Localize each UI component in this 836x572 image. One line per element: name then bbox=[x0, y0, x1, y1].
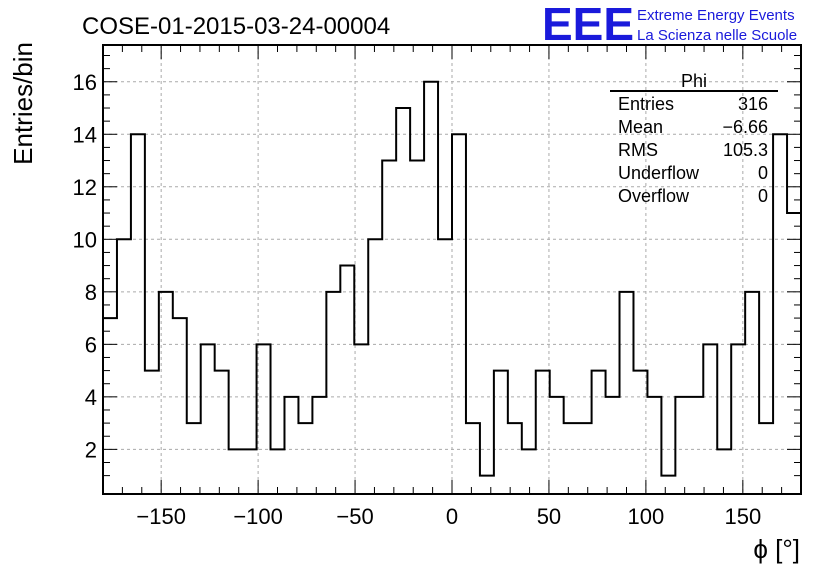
stats-label-underflow: Underflow bbox=[618, 163, 700, 183]
y-tick-label: 6 bbox=[85, 332, 97, 357]
x-tick-label: 100 bbox=[628, 504, 665, 529]
grid-lines bbox=[103, 45, 801, 494]
stats-label-entries: Entries bbox=[618, 94, 674, 114]
y-tick-label: 4 bbox=[85, 385, 97, 410]
y-tick-label: 14 bbox=[73, 122, 97, 147]
x-tick-label: 50 bbox=[537, 504, 561, 529]
chart-title: COSE-01-2015-03-24-00004 bbox=[82, 13, 390, 40]
y-axis: 2 4 6 8 10 12 14 16 bbox=[73, 55, 801, 477]
x-tick-label: 150 bbox=[724, 504, 761, 529]
x-tick-label: −50 bbox=[336, 504, 373, 529]
logo-line-2: La Scienza nelle Scuole bbox=[637, 27, 797, 44]
stats-label-mean: Mean bbox=[618, 117, 663, 137]
x-axis: −150 −100 −50 0 50 100 150 bbox=[102, 45, 802, 529]
y-axis-title: Entries/bin bbox=[8, 42, 38, 165]
y-tick-label: 8 bbox=[85, 280, 97, 305]
stats-value-rms: 105.3 bbox=[723, 140, 768, 160]
eee-logo: EEE Extreme Energy Events La Scienza nel… bbox=[542, 0, 797, 50]
stats-box: Phi Entries 316 Mean −6.66 RMS 105.3 Und… bbox=[610, 71, 778, 206]
logo-line-1: Extreme Energy Events bbox=[637, 7, 795, 24]
stats-value-underflow: 0 bbox=[758, 163, 768, 183]
y-tick-label: 16 bbox=[73, 70, 97, 95]
x-axis-title: ϕ [°] bbox=[753, 534, 800, 564]
stats-value-overflow: 0 bbox=[758, 186, 768, 206]
y-tick-label: 2 bbox=[85, 437, 97, 462]
x-tick-label: −100 bbox=[233, 504, 283, 529]
stats-label-rms: RMS bbox=[618, 140, 658, 160]
x-tick-label: 0 bbox=[446, 504, 458, 529]
stats-title: Phi bbox=[681, 71, 707, 91]
y-tick-label: 12 bbox=[73, 175, 97, 200]
y-tick-label: 10 bbox=[73, 227, 97, 252]
stats-value-mean: −6.66 bbox=[722, 117, 768, 137]
stats-value-entries: 316 bbox=[738, 94, 768, 114]
histogram-line bbox=[103, 80, 801, 477]
x-tick-label: −150 bbox=[136, 504, 186, 529]
stats-label-overflow: Overflow bbox=[618, 186, 690, 206]
logo-mark: EEE bbox=[542, 0, 634, 50]
